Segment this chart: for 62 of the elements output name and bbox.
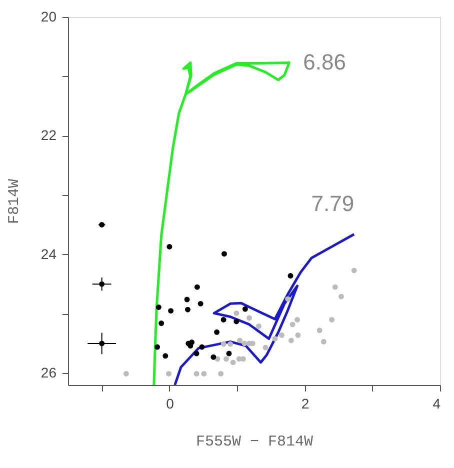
point bbox=[288, 273, 294, 279]
point bbox=[220, 341, 226, 347]
x-tick-label: 2 bbox=[301, 396, 310, 412]
point bbox=[278, 332, 284, 338]
point bbox=[242, 306, 248, 312]
point bbox=[218, 370, 224, 376]
point bbox=[201, 370, 207, 376]
point bbox=[228, 341, 234, 347]
line-series bbox=[174, 232, 356, 385]
point bbox=[123, 370, 129, 376]
point bbox=[285, 296, 291, 302]
point bbox=[199, 344, 205, 350]
point bbox=[184, 306, 190, 312]
point bbox=[320, 338, 326, 344]
point bbox=[214, 329, 220, 335]
point bbox=[194, 370, 200, 376]
y-tick-label: 26 bbox=[40, 364, 57, 381]
point bbox=[158, 320, 164, 326]
point bbox=[329, 316, 335, 322]
point bbox=[234, 318, 240, 324]
point bbox=[272, 336, 278, 342]
point bbox=[210, 354, 216, 360]
point bbox=[338, 294, 344, 300]
point bbox=[156, 304, 162, 310]
y-tick-label: 22 bbox=[40, 127, 57, 144]
y-axis-title: F814W bbox=[6, 178, 23, 224]
point bbox=[332, 284, 338, 290]
point bbox=[234, 310, 240, 316]
point bbox=[198, 300, 204, 306]
point bbox=[224, 356, 230, 362]
point bbox=[226, 350, 232, 356]
point bbox=[162, 353, 168, 359]
point bbox=[166, 370, 172, 376]
point bbox=[316, 328, 322, 334]
y-tick-label: 20 bbox=[40, 8, 57, 24]
point bbox=[288, 338, 294, 344]
point bbox=[294, 316, 300, 322]
x-axis-title: F555W − F814W bbox=[196, 434, 314, 450]
point bbox=[237, 338, 243, 344]
line-series bbox=[152, 61, 290, 385]
point bbox=[194, 350, 200, 356]
point bbox=[220, 316, 226, 322]
point bbox=[295, 332, 301, 338]
point bbox=[290, 322, 296, 328]
x-tick-label: 4 bbox=[432, 396, 441, 412]
point bbox=[99, 281, 105, 287]
point bbox=[230, 360, 236, 366]
point bbox=[256, 324, 262, 329]
x-tick-label: 0 bbox=[166, 396, 174, 412]
point bbox=[351, 268, 357, 274]
series-label: 6.86 bbox=[303, 50, 346, 75]
point bbox=[184, 296, 190, 302]
point bbox=[222, 251, 227, 257]
point bbox=[166, 244, 172, 250]
point bbox=[194, 284, 200, 290]
y-tick-label: 24 bbox=[40, 246, 57, 262]
point bbox=[99, 340, 105, 346]
point bbox=[262, 344, 268, 350]
point bbox=[168, 308, 174, 314]
point bbox=[246, 315, 252, 321]
series-label: 7.79 bbox=[311, 191, 354, 216]
point bbox=[154, 344, 160, 350]
